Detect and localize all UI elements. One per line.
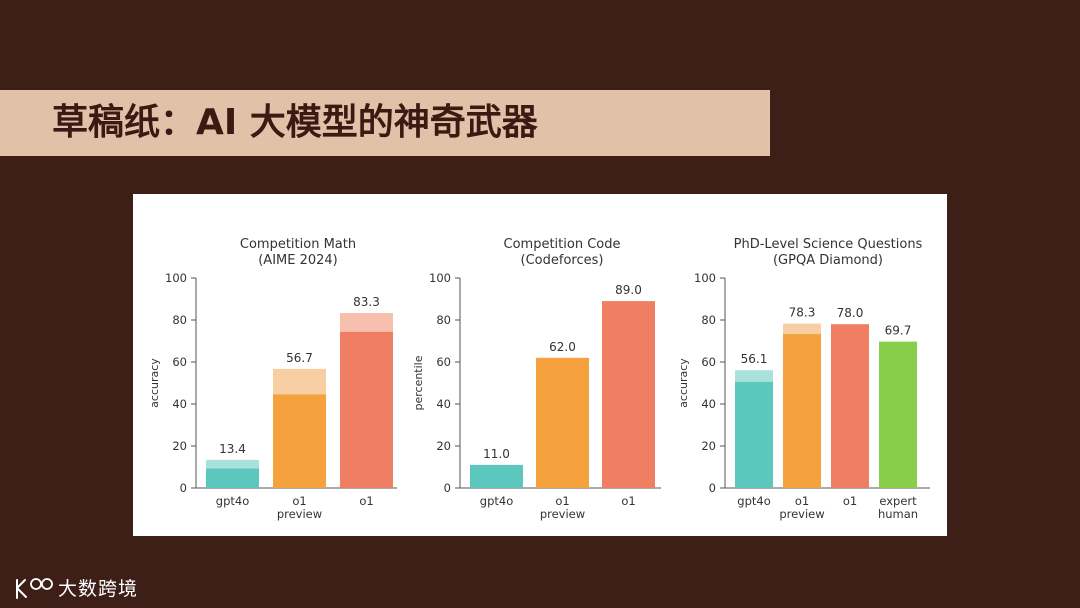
y-tick-label: 0 <box>180 481 187 495</box>
y-tick-label: 40 <box>172 397 187 411</box>
x-tick-label: preview <box>540 507 585 521</box>
x-tick-label: o1 <box>359 494 373 508</box>
bar-value-label: 78.0 <box>837 306 864 320</box>
bar-value-label: 78.3 <box>789 306 816 320</box>
title-banner: 草稿纸：AI 大模型的神奇武器 <box>0 90 770 156</box>
bar-value-label: 83.3 <box>353 295 380 309</box>
x-tick-label: gpt4o <box>480 494 513 508</box>
brand-mark-icon <box>16 578 53 599</box>
brand-name: 大数跨境 <box>58 577 139 600</box>
y-tick-label: 40 <box>436 397 451 411</box>
y-tick-label: 80 <box>172 313 187 327</box>
chart-subtitle: (Codeforces) <box>521 253 604 268</box>
bar-highlight <box>783 323 821 335</box>
page-title: 草稿纸：AI 大模型的神奇武器 <box>52 102 538 143</box>
x-tick-label: o1 <box>555 494 569 508</box>
bar-value-label: 13.4 <box>219 442 246 456</box>
bar-value-label: 62.0 <box>549 340 576 354</box>
x-tick-label: o1 <box>843 494 857 508</box>
y-tick-label: 40 <box>701 397 716 411</box>
bar-o1 <box>602 301 655 488</box>
bar-gpt4o <box>735 381 773 488</box>
x-tick-label: o1 <box>292 494 306 508</box>
chart-subtitle: (AIME 2024) <box>258 253 338 268</box>
bar-gpt4o <box>470 464 523 488</box>
x-tick-label: gpt4o <box>737 494 770 508</box>
y-axis-label: accuracy <box>148 358 161 408</box>
bar-highlight <box>340 313 393 332</box>
x-tick-label: preview <box>277 507 322 521</box>
bar-value-label: 11.0 <box>483 447 510 461</box>
bar-gpt4o <box>206 468 259 488</box>
y-axis-label: accuracy <box>677 358 690 408</box>
bar-value-label: 56.7 <box>286 351 313 365</box>
brand-logo: 大数跨境 <box>14 572 138 602</box>
y-tick-label: 0 <box>444 481 451 495</box>
bar-expert-human <box>879 341 917 488</box>
y-tick-label: 60 <box>172 355 187 369</box>
bar-o1-preview <box>273 394 326 488</box>
chart-title: Competition Math <box>240 237 356 252</box>
bar-highlight <box>273 368 326 395</box>
bar-o1 <box>340 331 393 488</box>
y-tick-label: 80 <box>436 313 451 327</box>
x-tick-label: o1 <box>621 494 635 508</box>
x-tick-label: expert <box>879 494 917 508</box>
y-tick-label: 100 <box>694 271 716 285</box>
chart-panel: Competition Math (AIME 2024) 0 20 40 60 80 100 a… <box>133 194 947 536</box>
x-tick-label: o1 <box>795 494 809 508</box>
y-tick-label: 20 <box>436 439 451 453</box>
y-tick-label: 0 <box>709 481 716 495</box>
chart-title: Competition Code <box>504 237 621 252</box>
y-axis-label: percentile <box>412 355 425 410</box>
bar-value-label: 89.0 <box>615 283 642 297</box>
bar-value-label: 56.1 <box>741 352 768 366</box>
chart-subtitle: (GPQA Diamond) <box>773 253 883 268</box>
bar-highlight <box>735 370 773 382</box>
y-tick-label: 20 <box>172 439 187 453</box>
bar-highlight <box>206 459 259 469</box>
chart-title: PhD-Level Science Questions <box>734 237 923 252</box>
y-tick-label: 60 <box>436 355 451 369</box>
bar-value-label: 69.7 <box>885 324 912 338</box>
bar-o1 <box>831 324 869 488</box>
y-tick-label: 80 <box>701 313 716 327</box>
bar-o1-preview <box>536 357 589 488</box>
charts-svg: Competition Math(AIME 2024) 0 20 40 60 80 100 a… <box>148 237 930 521</box>
bar-o1-preview <box>783 334 821 488</box>
x-tick-label: human <box>878 507 918 521</box>
x-tick-label: gpt4o <box>216 494 249 508</box>
y-tick-label: 100 <box>429 271 451 285</box>
y-tick-label: 100 <box>165 271 187 285</box>
y-tick-label: 60 <box>701 355 716 369</box>
y-tick-label: 20 <box>701 439 716 453</box>
x-tick-label: preview <box>779 507 824 521</box>
